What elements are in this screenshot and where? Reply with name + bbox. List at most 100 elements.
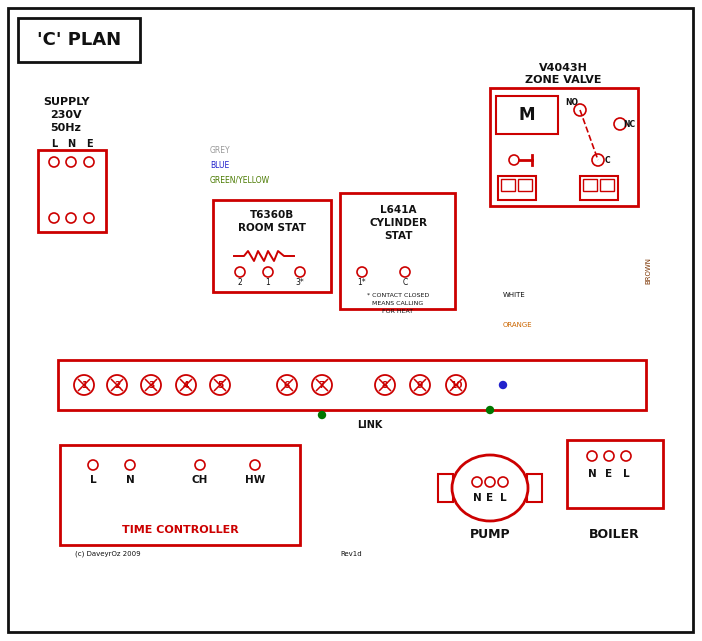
Text: 10: 10 bbox=[450, 381, 462, 390]
Bar bbox=[213, 200, 331, 292]
Text: STAT: STAT bbox=[384, 231, 412, 241]
Text: GREY: GREY bbox=[210, 146, 231, 154]
Text: 2: 2 bbox=[114, 381, 120, 390]
Bar bbox=[600, 179, 614, 191]
Bar bbox=[518, 179, 532, 191]
Text: L: L bbox=[623, 469, 629, 479]
Text: ZONE VALVE: ZONE VALVE bbox=[525, 75, 601, 85]
Text: 8: 8 bbox=[382, 381, 388, 390]
Circle shape bbox=[319, 412, 326, 419]
Text: 3: 3 bbox=[148, 381, 154, 390]
Text: 6: 6 bbox=[284, 381, 290, 390]
Circle shape bbox=[486, 406, 494, 413]
Circle shape bbox=[263, 267, 273, 277]
Circle shape bbox=[88, 460, 98, 470]
Text: NO: NO bbox=[566, 97, 578, 106]
Circle shape bbox=[176, 375, 196, 395]
Text: E: E bbox=[605, 469, 613, 479]
Circle shape bbox=[84, 213, 94, 223]
Circle shape bbox=[574, 104, 586, 116]
Text: GREEN/YELLOW: GREEN/YELLOW bbox=[210, 176, 270, 185]
Circle shape bbox=[509, 155, 519, 165]
Text: CYLINDER: CYLINDER bbox=[369, 218, 427, 228]
Circle shape bbox=[375, 375, 395, 395]
Circle shape bbox=[587, 451, 597, 461]
Text: SUPPLY: SUPPLY bbox=[43, 97, 89, 107]
Text: N: N bbox=[126, 475, 134, 485]
Text: L: L bbox=[500, 493, 506, 503]
Text: N: N bbox=[67, 139, 75, 149]
Bar bbox=[580, 176, 618, 200]
Circle shape bbox=[235, 267, 245, 277]
Text: 1*: 1* bbox=[358, 278, 366, 287]
Text: 4: 4 bbox=[183, 381, 189, 390]
Text: BROWN: BROWN bbox=[645, 256, 651, 283]
Circle shape bbox=[592, 154, 604, 166]
Circle shape bbox=[446, 375, 466, 395]
Text: PUMP: PUMP bbox=[470, 528, 510, 542]
Bar bbox=[496, 96, 558, 134]
Bar bbox=[58, 360, 646, 410]
Text: MEANS CALLING: MEANS CALLING bbox=[372, 301, 423, 306]
Bar bbox=[583, 179, 597, 191]
Text: M: M bbox=[519, 106, 535, 124]
Text: BOILER: BOILER bbox=[588, 528, 640, 542]
Text: 230V: 230V bbox=[50, 110, 82, 120]
Circle shape bbox=[250, 460, 260, 470]
Circle shape bbox=[498, 477, 508, 487]
Circle shape bbox=[74, 375, 94, 395]
Text: C: C bbox=[402, 278, 408, 287]
Circle shape bbox=[49, 157, 59, 167]
Circle shape bbox=[400, 267, 410, 277]
Circle shape bbox=[210, 375, 230, 395]
Bar bbox=[567, 440, 663, 508]
Bar bbox=[60, 445, 300, 545]
Circle shape bbox=[125, 460, 135, 470]
Bar bbox=[527, 474, 542, 502]
Text: 9: 9 bbox=[417, 381, 423, 390]
Text: * CONTACT CLOSED: * CONTACT CLOSED bbox=[367, 292, 429, 297]
Circle shape bbox=[49, 213, 59, 223]
Text: WHITE: WHITE bbox=[503, 292, 526, 298]
Text: N: N bbox=[588, 469, 597, 479]
Circle shape bbox=[295, 267, 305, 277]
Text: 1: 1 bbox=[81, 381, 87, 390]
Circle shape bbox=[66, 213, 76, 223]
Bar bbox=[490, 88, 638, 206]
Text: L: L bbox=[51, 139, 57, 149]
Text: L641A: L641A bbox=[380, 205, 416, 215]
Circle shape bbox=[107, 375, 127, 395]
Text: T6360B: T6360B bbox=[250, 210, 294, 220]
Bar bbox=[38, 150, 106, 232]
Circle shape bbox=[604, 451, 614, 461]
Circle shape bbox=[485, 477, 495, 487]
Text: LINK: LINK bbox=[357, 420, 383, 430]
Circle shape bbox=[277, 375, 297, 395]
Text: 50Hz: 50Hz bbox=[51, 123, 81, 133]
Text: N: N bbox=[472, 493, 482, 503]
Bar bbox=[340, 193, 455, 309]
Circle shape bbox=[66, 157, 76, 167]
Text: 2: 2 bbox=[237, 278, 242, 287]
Text: 1: 1 bbox=[265, 278, 270, 287]
Text: BLUE: BLUE bbox=[210, 160, 230, 169]
Bar bbox=[498, 176, 536, 200]
Text: E: E bbox=[86, 139, 92, 149]
Circle shape bbox=[195, 460, 205, 470]
Text: E: E bbox=[486, 493, 494, 503]
Text: V4043H: V4043H bbox=[538, 63, 588, 73]
Text: ORANGE: ORANGE bbox=[503, 322, 533, 328]
Circle shape bbox=[357, 267, 367, 277]
Circle shape bbox=[500, 381, 507, 388]
Circle shape bbox=[141, 375, 161, 395]
Ellipse shape bbox=[452, 455, 528, 521]
Bar bbox=[438, 474, 453, 502]
Text: 3*: 3* bbox=[296, 278, 305, 287]
Bar bbox=[18, 18, 140, 62]
Text: TIME CONTROLLER: TIME CONTROLLER bbox=[121, 525, 239, 535]
Circle shape bbox=[410, 375, 430, 395]
Text: C: C bbox=[604, 156, 610, 165]
Text: CH: CH bbox=[192, 475, 208, 485]
Text: 'C' PLAN: 'C' PLAN bbox=[37, 31, 121, 49]
Circle shape bbox=[84, 157, 94, 167]
